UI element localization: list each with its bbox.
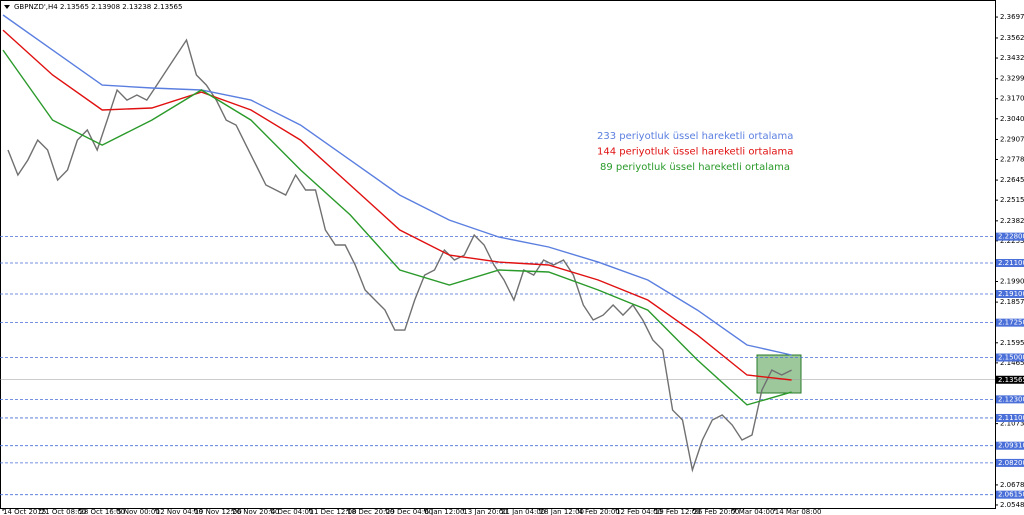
level-label: 2.15000 — [998, 354, 1024, 362]
y-tick-label: 2.26450 — [1000, 176, 1024, 184]
x-tick-label: 7 Mar 04:00 — [732, 508, 774, 515]
level-label-box — [996, 413, 1024, 422]
plot-frame — [0, 0, 996, 509]
legend-entry: 233 periyotluk üssel hareketli ortalama — [597, 131, 793, 142]
x-tick-label: 11 Dec 12:00 — [310, 508, 357, 515]
y-tick-label: 2.18575 — [1000, 298, 1024, 306]
menu-icon[interactable] — [4, 5, 10, 9]
x-tick-label: 12 Nov 04:00 — [156, 508, 203, 515]
ema-line — [2, 14, 792, 356]
level-label: 2.08200 — [998, 459, 1024, 467]
x-tick-label: 13 Jan 20:00 — [463, 508, 507, 515]
price-line — [7, 38, 792, 473]
x-tick-label: 14 Oct 2015 — [3, 508, 46, 515]
x-tick-label: 21 Oct 08:00 — [41, 508, 87, 515]
x-tick-label: 5 Nov 00:00 — [117, 508, 160, 515]
y-tick-label: 2.15950 — [1000, 339, 1024, 347]
x-tick-label: 14 Mar 08:00 — [775, 508, 822, 515]
x-tick-label: 12 Feb 04:00 — [616, 508, 662, 515]
y-tick-label: 2.27780 — [1000, 155, 1024, 163]
current-price-box — [996, 375, 1024, 384]
legend: 233 periyotluk üssel hareketli ortalama 1… — [597, 131, 793, 173]
x-tick-label: 21 Jan 04:00 — [501, 508, 545, 515]
x-tick-label: 6 Jan 12:00 — [425, 508, 465, 515]
y-tick-label: 2.10735 — [1000, 420, 1024, 428]
y-tick-label: 2.29070 — [1000, 135, 1024, 143]
x-tick-label: 19 Nov 12:00 — [194, 508, 241, 515]
level-label: 2.06150 — [998, 491, 1024, 499]
y-tick-label: 2.06780 — [1000, 481, 1024, 489]
current-price-label: 2.13565 — [998, 376, 1024, 384]
y-tick-label: 2.30405 — [1000, 115, 1024, 123]
level-label: 2.21100 — [998, 259, 1024, 267]
legend-entry: 89 periyotluk üssel hareketli ortalama — [600, 162, 790, 173]
y-tick-label: 2.19905 — [1000, 278, 1024, 286]
level-label-box — [996, 232, 1024, 241]
y-tick-label: 2.14655 — [1000, 359, 1024, 367]
y-tick-label: 2.32990 — [1000, 75, 1024, 83]
ema-line — [2, 29, 792, 381]
x-tick-label: 4 Feb 20:00 — [578, 508, 619, 515]
level-label: 2.12300 — [998, 395, 1024, 403]
y-tick-label: 2.34325 — [1000, 54, 1024, 62]
y-tick-label: 2.25155 — [1000, 196, 1024, 204]
legend-entry: 144 periyotluk üssel hareketli ortalama — [597, 147, 793, 158]
level-label-box — [996, 441, 1024, 450]
level-label-box — [996, 395, 1024, 404]
level-label-box — [996, 318, 1024, 327]
level-label-box — [996, 458, 1024, 467]
x-tick-label: 26 Feb 20:00 — [693, 508, 739, 515]
level-label-box — [996, 353, 1024, 362]
level-label: 2.22800 — [998, 233, 1024, 241]
x-tick-label: 28 Jan 12:00 — [540, 508, 584, 515]
y-tick-label: 2.31700 — [1000, 95, 1024, 103]
y-tick-label: 2.05485 — [1000, 501, 1024, 509]
level-label: 2.17250 — [998, 319, 1024, 327]
level-label: 2.19100 — [998, 290, 1024, 298]
level-label: 2.09310 — [998, 442, 1024, 450]
x-tick-label: 29 Dec 04:00 — [386, 508, 433, 515]
x-tick-label: 19 Feb 12:00 — [655, 508, 701, 515]
level-label-box — [996, 289, 1024, 298]
x-tick-label: 28 Oct 16:00 — [79, 508, 125, 515]
x-tick-label: 26 Nov 20:00 — [232, 508, 279, 515]
ema-line — [2, 49, 792, 406]
y-tick-label: 2.22530 — [1000, 237, 1024, 245]
y-tick-label: 2.23820 — [1000, 217, 1024, 225]
chart-title: GBPNZD',H4 2.13565 2.13908 2.13238 2.135… — [14, 3, 182, 11]
level-label-box — [996, 258, 1024, 267]
y-tick-label: 2.36970 — [1000, 13, 1024, 21]
y-tick-label: 2.35620 — [1000, 34, 1024, 42]
level-label-box — [996, 490, 1024, 499]
level-label: 2.11100 — [998, 414, 1024, 422]
x-tick-label: 18 Dec 20:00 — [347, 508, 394, 515]
x-tick-label: 4 Dec 04:00 — [271, 508, 314, 515]
